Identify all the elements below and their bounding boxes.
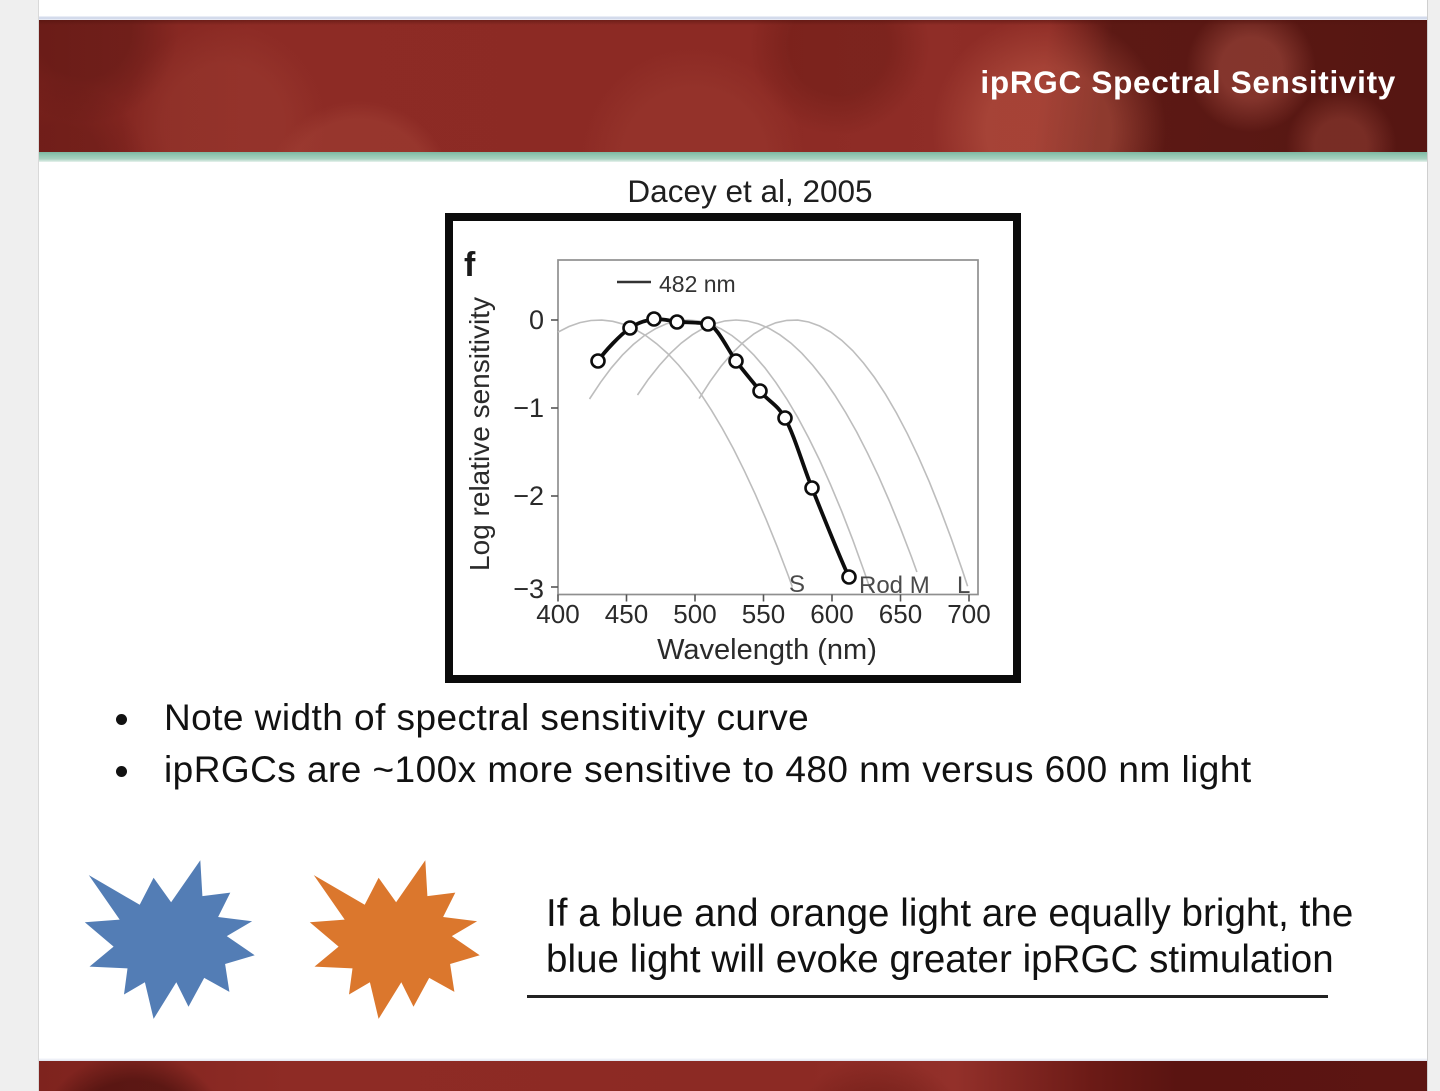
svg-text:S: S (789, 571, 805, 598)
svg-text:482 nm: 482 nm (659, 271, 736, 297)
svg-text:700: 700 (947, 599, 990, 629)
svg-text:L: L (957, 572, 970, 599)
svg-text:f: f (464, 246, 476, 284)
svg-text:450: 450 (605, 599, 648, 629)
svg-text:550: 550 (742, 599, 785, 629)
svg-text:Rod M: Rod M (859, 572, 930, 599)
svg-text:Log relative sensitivity: Log relative sensitivity (464, 297, 495, 571)
svg-text:650: 650 (879, 599, 922, 629)
svg-text:500: 500 (673, 599, 716, 629)
svg-text:Wavelength (nm): Wavelength (nm) (657, 634, 877, 666)
svg-text:0: 0 (529, 305, 544, 335)
svg-text:−1: −1 (513, 393, 544, 423)
svg-text:600: 600 (810, 599, 853, 629)
svg-text:−3: −3 (513, 574, 544, 604)
svg-text:−2: −2 (513, 481, 544, 511)
svg-text:400: 400 (536, 599, 579, 629)
